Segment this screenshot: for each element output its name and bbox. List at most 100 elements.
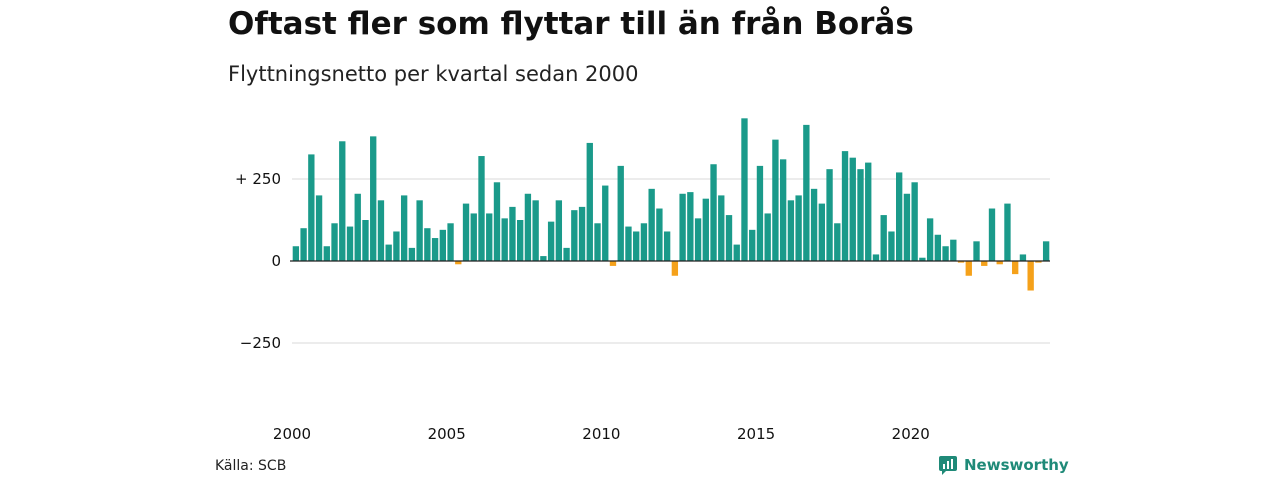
bar-84 [942, 246, 949, 261]
bar-80 [911, 182, 918, 261]
bar-71 [841, 151, 849, 261]
bar-32 [540, 256, 547, 261]
source-label: Källa: SCB [215, 458, 287, 474]
bar-16 [416, 200, 423, 261]
bar-25 [486, 213, 493, 261]
bar-76 [880, 215, 887, 261]
bar-93 [1012, 261, 1019, 275]
x-tick-label-4: 2020 [892, 425, 930, 443]
bar-61 [764, 213, 771, 261]
bar-57 [733, 244, 740, 261]
bar-49 [671, 261, 679, 276]
bar-53 [702, 198, 709, 261]
bar-36 [571, 210, 578, 261]
bar-27 [501, 218, 508, 261]
bar-40 [602, 185, 609, 261]
chart-subtitle: Flyttningsnetto per kvartal sedan 2000 [228, 62, 639, 86]
bar-89 [981, 261, 988, 266]
bar-20 [447, 223, 454, 261]
bar-69 [826, 169, 833, 261]
bar-97 [1042, 241, 1050, 261]
bar-52 [694, 218, 702, 261]
bar-31 [532, 200, 539, 261]
bar-28 [509, 206, 516, 261]
bar-42 [617, 165, 624, 261]
bar-12 [385, 244, 392, 261]
bar-73 [857, 169, 864, 261]
bar-65 [795, 195, 802, 261]
bar-38 [586, 142, 593, 261]
bar-55 [718, 195, 725, 261]
x-tick-label-1: 2005 [428, 425, 466, 443]
bar-67 [810, 188, 818, 261]
y-tick-label-2: −250 [240, 334, 281, 352]
bar-91 [996, 261, 1003, 265]
bar-70 [834, 223, 841, 261]
bar-72 [849, 157, 856, 261]
bar-8 [354, 193, 361, 261]
bar-96 [1035, 261, 1042, 263]
bar-6 [339, 141, 346, 261]
bar-62 [772, 139, 779, 261]
bar-13 [393, 231, 400, 261]
chart-title: Oftast fler som flyttar till än från Bor… [228, 6, 914, 42]
bar-23 [470, 213, 477, 261]
bar-33 [547, 221, 555, 261]
bar-82 [926, 218, 934, 261]
bar-78 [896, 172, 903, 261]
bar-2 [308, 154, 315, 261]
bar-86 [957, 261, 965, 263]
bar-77 [888, 231, 895, 261]
x-tick-label-2: 2010 [582, 425, 620, 443]
bar-22 [462, 203, 470, 261]
bar-54 [710, 164, 717, 261]
bar-18 [431, 238, 439, 261]
bar-0 [292, 246, 300, 261]
bar-37 [578, 206, 586, 261]
y-tick-label-0: + 250 [235, 170, 281, 188]
bar-41 [609, 261, 617, 266]
bar-63 [779, 159, 787, 261]
bar-60 [756, 165, 764, 261]
newsworthy-icon [939, 456, 957, 475]
bar-45 [640, 223, 648, 261]
bar-88 [973, 241, 980, 261]
bar-44 [633, 231, 640, 261]
bar-74 [865, 162, 872, 261]
bar-14 [400, 195, 408, 261]
bar-24 [478, 156, 485, 261]
brand-name: Newsworthy [964, 456, 1069, 474]
bar-5 [331, 223, 338, 261]
bar-85 [950, 239, 957, 261]
bar-92 [1004, 203, 1011, 261]
bar-68 [818, 203, 825, 261]
bar-11 [377, 200, 385, 261]
bar-21 [455, 261, 462, 265]
bar-7 [346, 226, 354, 261]
x-tick-label-3: 2015 [737, 425, 775, 443]
bar-19 [439, 229, 446, 261]
bar-17 [424, 228, 431, 261]
bar-47 [656, 208, 663, 261]
bar-48 [663, 231, 671, 261]
bar-64 [787, 200, 795, 261]
bar-35 [563, 247, 570, 261]
bar-10 [370, 136, 377, 261]
x-tick-label-0: 2000 [273, 425, 311, 443]
bar-29 [517, 220, 524, 261]
bar-39 [594, 223, 601, 261]
y-tick-label-1: 0 [271, 252, 281, 270]
bar-75 [872, 254, 880, 261]
bar-81 [919, 257, 926, 261]
bar-59 [749, 229, 756, 261]
bar-87 [965, 261, 972, 276]
bar-3 [315, 195, 323, 261]
bar-43 [625, 226, 632, 261]
bar-51 [687, 192, 694, 261]
bar-1 [300, 228, 307, 261]
bar-79 [903, 193, 911, 261]
bar-66 [803, 124, 810, 261]
bar-30 [524, 193, 532, 261]
bar-56 [725, 215, 733, 261]
